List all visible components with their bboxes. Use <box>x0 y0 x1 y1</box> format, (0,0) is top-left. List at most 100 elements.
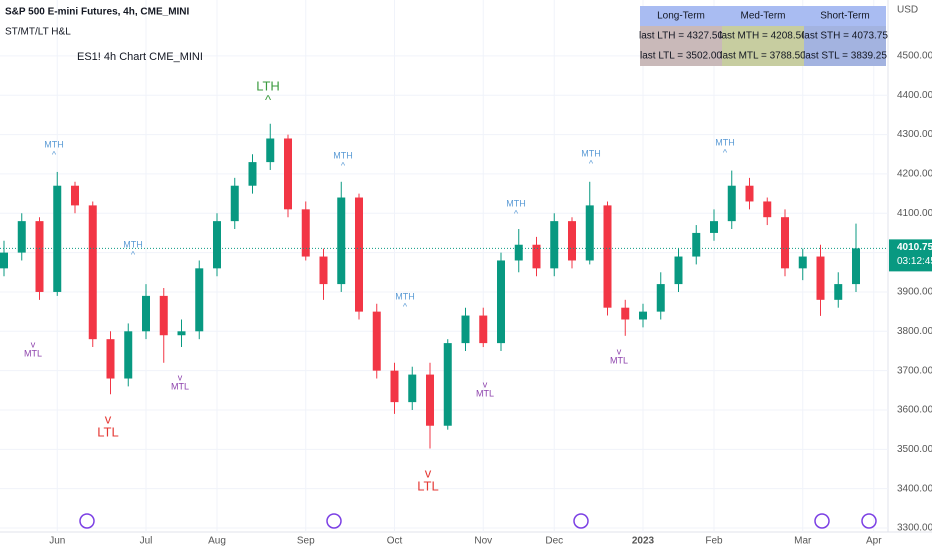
pivot-caret: v <box>483 379 488 389</box>
pivot-label: MTH <box>44 139 64 149</box>
candle-body <box>230 185 239 222</box>
pivot-caret: ^ <box>52 149 57 159</box>
candle-body <box>692 232 701 257</box>
x-tick-label: Mar <box>794 536 812 547</box>
candle-body <box>798 256 807 269</box>
candle-body <box>834 284 843 300</box>
candle-body <box>603 205 612 308</box>
candle-body <box>0 252 8 269</box>
table-header: Med-Term <box>740 11 785 22</box>
candle-body <box>763 201 772 218</box>
pivot-caret: ^ <box>265 92 272 107</box>
candle-body <box>727 185 736 222</box>
table-header: Short-Term <box>820 11 869 22</box>
y-tick-label: 4400.00 <box>897 90 932 101</box>
pivot-caret: ^ <box>403 301 408 311</box>
indicator-name: ST/MT/LT H&L <box>5 27 71 38</box>
candle-body <box>461 315 470 344</box>
last-price-label: 4010.75 <box>897 242 932 253</box>
pivot-label: MTH <box>506 198 526 208</box>
currency: USD <box>897 5 918 16</box>
pivot-label: LTL <box>97 424 118 439</box>
candle-body <box>355 197 363 312</box>
candle-body <box>674 256 683 285</box>
pivot-caret: v <box>617 346 622 356</box>
x-tick-label: Dec <box>545 536 563 547</box>
event-icon[interactable] <box>814 513 830 529</box>
pivot-caret: ^ <box>514 208 519 218</box>
candle-body <box>816 256 825 300</box>
candle-body <box>124 331 133 379</box>
x-tick-label: Feb <box>705 536 723 547</box>
event-icon[interactable] <box>861 513 877 529</box>
candle-body <box>71 185 79 206</box>
pivot-label: MTL <box>610 355 628 365</box>
table-cell <box>804 46 886 66</box>
pivot-caret: ^ <box>341 160 346 170</box>
y-tick-label: 3700.00 <box>897 365 932 376</box>
table-cell <box>804 26 886 46</box>
y-tick-label: 3300.00 <box>897 523 932 534</box>
candle-body <box>337 197 346 285</box>
event-icon[interactable] <box>326 513 342 529</box>
table-cell-text: last MTL = 3788.50 <box>720 51 806 62</box>
candle-body <box>710 221 718 233</box>
y-tick-label: 4300.00 <box>897 129 932 140</box>
candle-body <box>621 307 630 320</box>
table-header-cell <box>804 6 886 26</box>
pivot-label: MTL <box>171 381 189 391</box>
countdown: 03:12:45 <box>897 256 932 267</box>
candle-body <box>479 315 488 344</box>
x-tick-label: Apr <box>866 536 882 547</box>
table-cell-text: last LTH = 4327.50 <box>639 31 723 42</box>
candle-body <box>266 138 275 163</box>
candle-body <box>514 244 523 261</box>
event-icon[interactable] <box>573 513 589 529</box>
pivot-label: MTL <box>24 348 42 358</box>
pivot-label: LTL <box>417 478 438 493</box>
y-tick-label: 4200.00 <box>897 169 932 180</box>
candle-body <box>443 343 452 426</box>
event-icons <box>79 513 877 529</box>
table-cell-text: last STL = 3839.25 <box>803 51 887 62</box>
table-cell-text: last STH = 4073.75 <box>802 31 888 42</box>
x-tick-label: 2023 <box>632 536 655 547</box>
candle-body <box>745 185 754 202</box>
x-tick-label: Jun <box>49 536 65 547</box>
candle-body <box>426 374 434 426</box>
pivot-label: MTL <box>476 388 494 398</box>
pivot-label: MTH <box>333 150 353 160</box>
y-tick-label: 3800.00 <box>897 326 932 337</box>
y-tick-label: 3900.00 <box>897 287 932 298</box>
y-tick-label: 3600.00 <box>897 405 932 416</box>
x-tick-label: Oct <box>387 536 403 547</box>
pivot-label: MTH <box>395 291 415 301</box>
table-cell <box>722 26 804 46</box>
table-cell-text: last LTL = 3502.00 <box>640 51 722 62</box>
candle-body <box>301 209 310 257</box>
candle-body <box>319 256 328 285</box>
candle-body <box>408 374 417 403</box>
pivot-caret: ^ <box>131 249 136 259</box>
candle-body <box>159 295 168 336</box>
candle-body <box>142 295 150 332</box>
y-tick-label: 4500.00 <box>897 51 932 62</box>
candle-body <box>781 217 789 269</box>
table-cell <box>640 26 722 46</box>
event-icon[interactable] <box>79 513 95 529</box>
annotation: ES1! 4h Chart CME_MINI <box>77 51 203 63</box>
candle-body <box>532 244 541 269</box>
candle-body <box>372 311 381 371</box>
table-header-cell <box>640 6 722 26</box>
x-tick-label: Jul <box>140 536 153 547</box>
candle-body <box>497 260 505 344</box>
table-header-cell <box>722 6 804 26</box>
candle-body <box>213 221 221 269</box>
table-cell <box>640 46 722 66</box>
pivot-label: MTH <box>715 137 735 147</box>
candle-body <box>852 248 860 285</box>
last-price-box <box>889 239 932 272</box>
candle-body <box>284 138 292 210</box>
